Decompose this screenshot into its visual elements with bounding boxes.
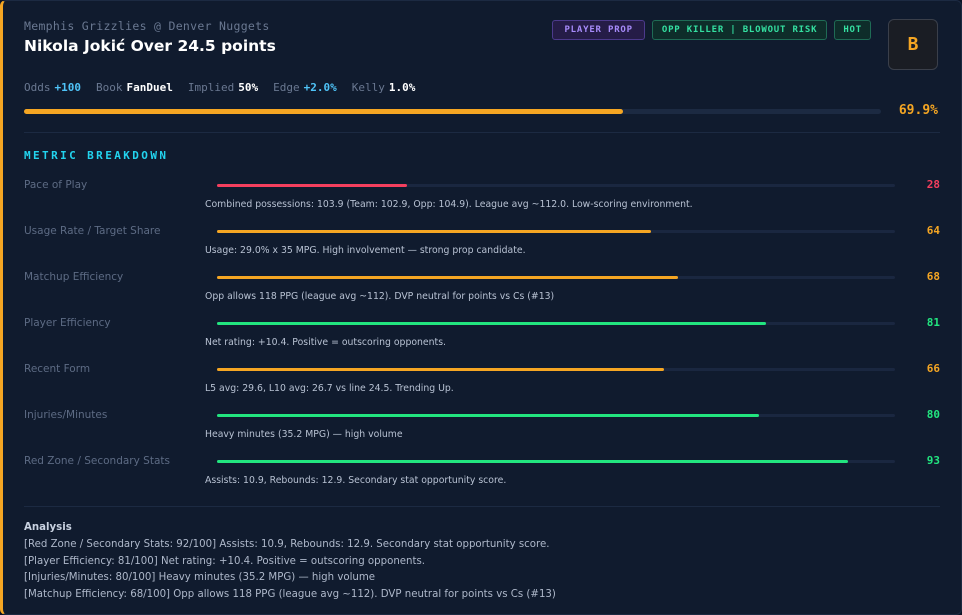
metric-description: Opp allows 118 PPG (league avg ~112). DV… (205, 291, 555, 302)
confidence-value: 69.9% (898, 103, 938, 118)
analysis-line: [Red Zone / Secondary Stats: 92/100] Ass… (24, 538, 550, 550)
metric-description: Net rating: +10.4. Positive = outscoring… (205, 337, 446, 348)
metric-description: Combined possessions: 103.9 (Team: 102.9… (205, 199, 693, 210)
metric-bar (217, 276, 895, 279)
metric-bar (217, 184, 895, 187)
confidence-bar (24, 109, 881, 114)
metric-bar (217, 368, 895, 371)
metric-label: Recent Form (24, 363, 91, 375)
odds-label: Odds (24, 81, 51, 94)
edge-value: +2.0% (303, 81, 337, 94)
analysis-panel: Analysis [Red Zone / Secondary Stats: 92… (24, 520, 556, 604)
metric-row-player-efficiency: Player Efficiency 81 Net rating: +10.4. … (24, 316, 940, 363)
implied-label: Implied (187, 81, 235, 94)
metric-bar-fill (217, 276, 679, 279)
book-stat: Book FanDuel (96, 81, 173, 94)
metric-description: L5 avg: 29.6, L10 avg: 26.7 vs line 24.5… (205, 383, 454, 394)
metric-bar (217, 230, 895, 233)
opp-killer-badge: OPP KILLER | BLOWOUT RISK (651, 20, 828, 40)
implied-stat: Implied 50% (188, 81, 258, 94)
analysis-line: [Injuries/Minutes: 80/100] Heavy minutes… (24, 572, 376, 584)
book-value: FanDuel (126, 81, 173, 94)
metric-label: Usage Rate / Target Share (24, 225, 161, 237)
book-label: Book (96, 81, 123, 94)
metric-bar-fill (217, 368, 665, 371)
edge-stat: Edge +2.0% (273, 81, 337, 94)
metric-bar-fill (217, 460, 848, 463)
metric-score: 93 (926, 454, 940, 467)
player-prop-badge: PLAYER PROP (552, 20, 645, 40)
metric-label: Injuries/Minutes (24, 409, 108, 421)
metric-score: 68 (926, 270, 940, 283)
metric-row-secondary-stats: Red Zone / Secondary Stats 93 Assists: 1… (24, 454, 940, 501)
metric-bar-fill (217, 322, 767, 325)
metric-score: 80 (926, 408, 940, 421)
analysis-line: [Matchup Efficiency: 68/100] Opp allows … (24, 589, 556, 601)
metric-description: Heavy minutes (35.2 MPG) — high volume (205, 429, 403, 440)
divider (24, 132, 940, 133)
metric-bar-fill (217, 230, 651, 233)
metric-bar (217, 414, 895, 417)
metric-row-usage: Usage Rate / Target Share 64 Usage: 29.0… (24, 224, 940, 271)
metric-row-pace: Pace of Play 28 Combined possessions: 10… (24, 178, 940, 225)
implied-value: 50% (238, 81, 259, 94)
confidence-bar-fill (24, 109, 624, 114)
matchup-label: Memphis Grizzlies @ Denver Nuggets (24, 19, 270, 33)
metric-label: Matchup Efficiency (24, 271, 124, 283)
metric-description: Usage: 29.0% x 35 MPG. High involvement … (205, 245, 526, 256)
odds-value: +100 (54, 81, 82, 94)
metric-score: 66 (926, 362, 940, 375)
metric-label: Red Zone / Secondary Stats (24, 455, 170, 467)
metric-label: Pace of Play (24, 179, 88, 191)
analysis-heading: Analysis (24, 522, 72, 533)
bet-stats: Odds +100 Book FanDuel Implied 50% Edge +2.0… (24, 81, 415, 94)
divider (24, 506, 940, 507)
metric-description: Assists: 10.9, Rebounds: 12.9. Secondary… (205, 475, 507, 486)
metric-bar-fill (217, 184, 407, 187)
hot-badge: HOT (834, 20, 871, 40)
odds-stat: Odds +100 (24, 81, 81, 94)
metric-row-matchup: Matchup Efficiency 68 Opp allows 118 PPG… (24, 270, 940, 317)
metric-score: 64 (926, 224, 940, 237)
kelly-label: Kelly (351, 81, 385, 94)
badge-group: PLAYER PROP OPP KILLER | BLOWOUT RISK HO… (552, 20, 871, 40)
bet-title: Nikola Jokić Over 24.5 points (24, 37, 276, 55)
metric-score: 81 (926, 316, 940, 329)
metric-bar-fill (217, 414, 760, 417)
metric-row-recent-form: Recent Form 66 L5 avg: 29.6, L10 avg: 26… (24, 362, 940, 409)
metric-label: Player Efficiency (24, 317, 111, 329)
edge-label: Edge (273, 81, 300, 94)
metric-score: 28 (926, 178, 940, 191)
metric-bar (217, 322, 895, 325)
analysis-line: [Player Efficiency: 81/100] Net rating: … (24, 555, 426, 567)
metric-bar (217, 460, 895, 463)
kelly-value: 1.0% (388, 81, 416, 94)
section-title: METRIC BREAKDOWN (24, 149, 169, 162)
grade-badge: B (888, 19, 938, 70)
metric-row-injuries: Injuries/Minutes 80 Heavy minutes (35.2 … (24, 408, 940, 455)
kelly-stat: Kelly 1.0% (352, 81, 416, 94)
